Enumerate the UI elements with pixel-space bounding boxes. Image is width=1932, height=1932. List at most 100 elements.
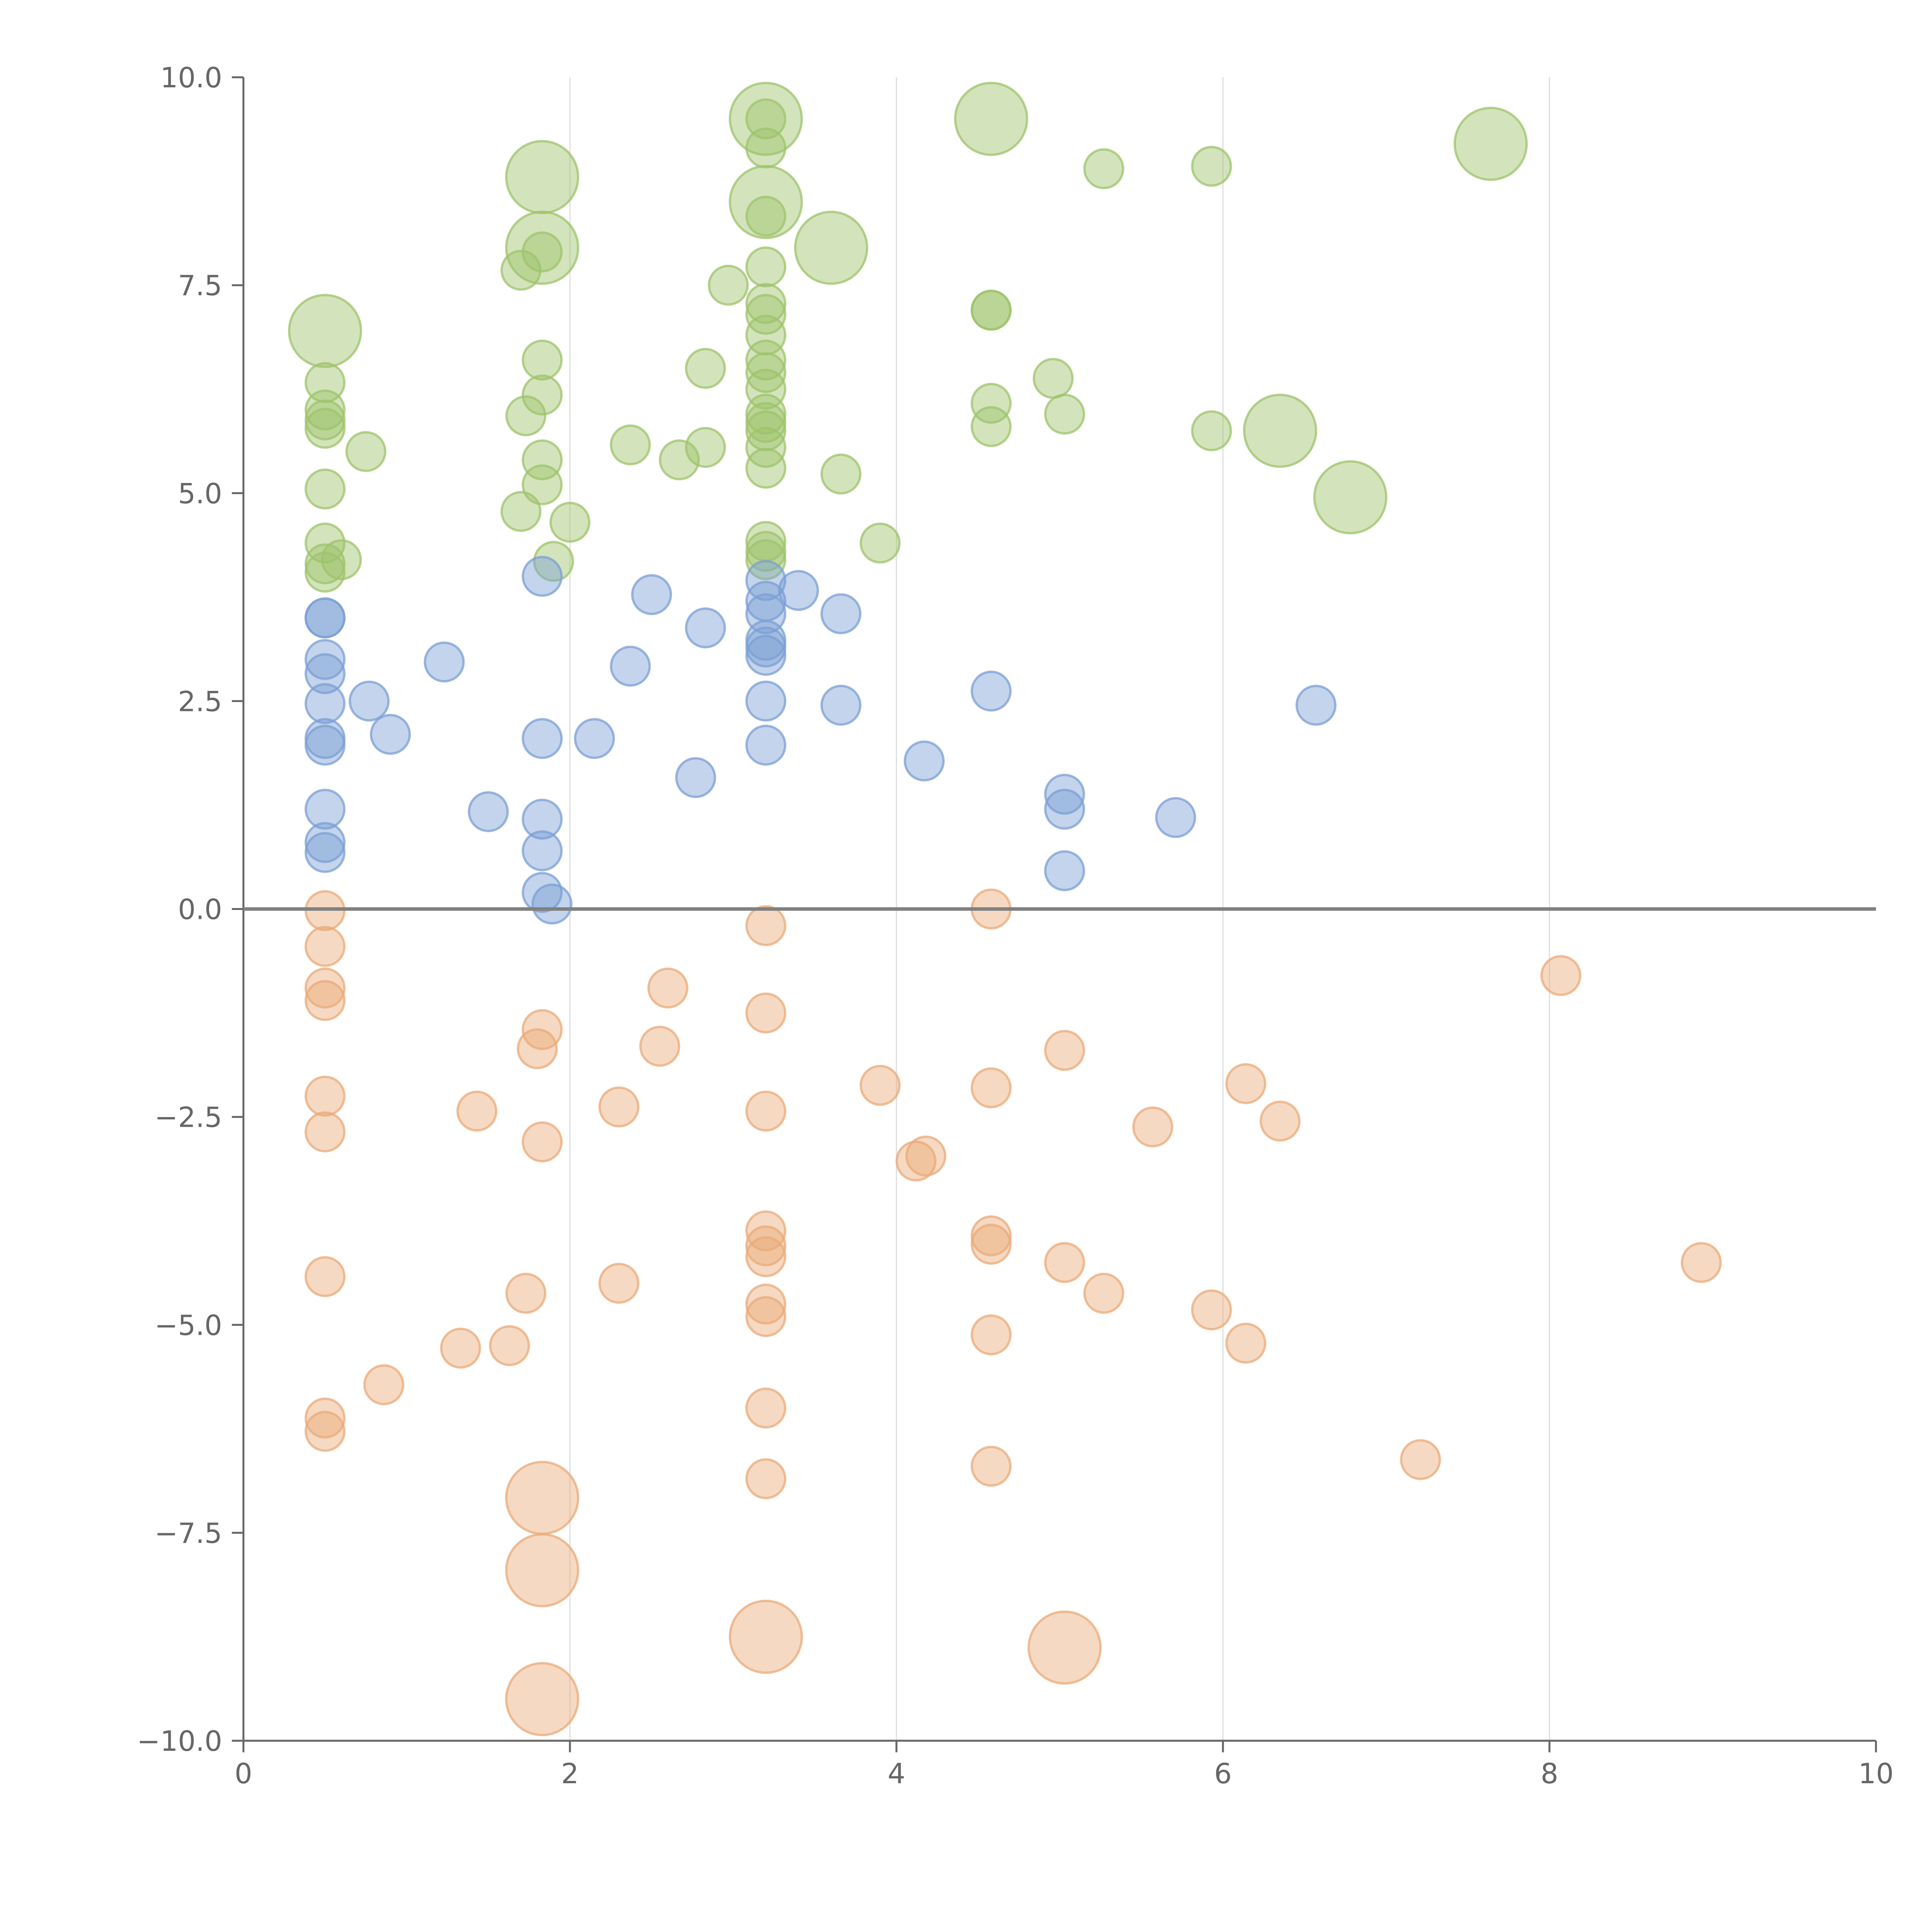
- bubble-green: [304, 408, 346, 449]
- bubble-green: [505, 211, 580, 285]
- x-tick-label: 0: [235, 1757, 252, 1790]
- bubble-green: [1453, 107, 1528, 181]
- bubble-orange: [745, 1090, 786, 1132]
- bubble-green: [1032, 358, 1074, 399]
- bubble-orange: [1044, 1030, 1085, 1071]
- bubble-blue: [574, 718, 615, 759]
- bubble-orange: [363, 1364, 405, 1405]
- bubble-blue: [522, 718, 563, 759]
- bubble-orange: [1083, 1272, 1124, 1314]
- bubble-orange: [971, 1446, 1012, 1487]
- series-blue: [304, 556, 1337, 925]
- bubble-blue: [1044, 850, 1085, 891]
- bubble-blue: [820, 685, 862, 726]
- bubble-orange: [1225, 1063, 1267, 1104]
- bubble-blue: [531, 883, 573, 925]
- y-tick-label: −5.0: [155, 1309, 222, 1342]
- bubble-orange: [971, 1314, 1012, 1355]
- bubble-blue: [468, 791, 509, 832]
- bubble-orange: [304, 1075, 346, 1117]
- bubble-green: [505, 140, 580, 214]
- bubble-blue: [971, 670, 1012, 712]
- axes: 0 2 4 6 8 10 10.0 7.5 5.0 2.5 0.0 −2.5 −5.0 −7.5 −10.0: [137, 61, 1893, 1790]
- y-tick-label: −2.5: [155, 1101, 222, 1134]
- bubble-green: [859, 522, 901, 564]
- bubble-orange: [1680, 1242, 1722, 1283]
- bubble-orange: [745, 1236, 786, 1277]
- bubble-green: [745, 539, 786, 580]
- bubble-orange: [745, 1458, 786, 1499]
- bubble-green: [522, 339, 563, 381]
- bubble-green: [954, 82, 1029, 156]
- bubble-blue: [522, 830, 563, 871]
- bubble-blue: [610, 645, 651, 687]
- y-tick-label: 0.0: [178, 893, 222, 926]
- bubble-blue: [522, 799, 563, 840]
- bubble-orange: [522, 1121, 563, 1163]
- bubble-green: [971, 289, 1012, 331]
- bubble-orange: [745, 905, 786, 946]
- bubble-green: [745, 246, 786, 287]
- bubble-orange: [745, 1225, 786, 1267]
- bubble-blue: [745, 634, 786, 676]
- bubble-blue: [631, 574, 672, 615]
- bubble-blue: [820, 593, 862, 634]
- bubble-orange: [505, 1272, 546, 1314]
- y-tick-label: −10.0: [137, 1725, 222, 1757]
- bubble-blue: [304, 639, 346, 680]
- bubble-orange: [304, 926, 346, 967]
- bubble-green: [505, 395, 546, 437]
- series-orange: [304, 888, 1722, 1736]
- bubble-green: [971, 383, 1012, 424]
- bubble-green: [707, 265, 749, 306]
- bubble-green: [745, 283, 786, 324]
- bubble-orange: [971, 1223, 1012, 1265]
- bubble-green: [685, 427, 726, 468]
- bubble-blue: [349, 680, 390, 722]
- bubble-green: [794, 211, 868, 285]
- x-tick-label: 10: [1858, 1757, 1894, 1790]
- bubble-orange: [304, 1256, 346, 1297]
- bubble-blue: [778, 570, 819, 611]
- bubble-orange: [1027, 1610, 1102, 1685]
- bubble-green: [971, 406, 1012, 447]
- bubble-blue: [745, 560, 786, 601]
- bubble-orange: [1259, 1100, 1301, 1142]
- bubble-blue: [304, 789, 346, 830]
- bubble-blue: [745, 724, 786, 766]
- bubble-green: [345, 431, 386, 472]
- bubble-green: [500, 250, 542, 291]
- bubble-orange: [304, 1397, 346, 1439]
- bubble-blue: [1295, 685, 1337, 726]
- bubble-orange: [505, 1533, 580, 1607]
- bubble-green: [522, 374, 563, 416]
- bubble-green: [500, 491, 542, 532]
- bubble-blue: [423, 641, 465, 683]
- bubble-green: [1313, 460, 1388, 535]
- bubble-green: [610, 424, 651, 466]
- bubble-blue: [304, 724, 346, 766]
- y-tick-label: 7.5: [178, 269, 222, 302]
- bubble-green: [1044, 393, 1085, 435]
- bubble-orange: [489, 1325, 530, 1366]
- bubble-blue: [370, 714, 411, 755]
- bubble-blue: [304, 683, 346, 724]
- bubble-orange: [304, 1411, 346, 1452]
- bubble-blue: [304, 653, 346, 694]
- bubble-orange: [1225, 1323, 1267, 1364]
- bubble-green: [820, 453, 862, 495]
- x-tick-label: 6: [1214, 1757, 1232, 1790]
- bubble-green: [1191, 146, 1232, 187]
- bubble-blue: [522, 556, 563, 597]
- bubble-orange: [895, 1140, 937, 1182]
- bubble-blue: [903, 740, 945, 782]
- bubble-green: [729, 82, 803, 156]
- bubble-blue: [1044, 774, 1085, 815]
- bubble-green: [745, 127, 786, 168]
- bubble-green: [745, 339, 786, 381]
- bubble-orange: [505, 1662, 580, 1736]
- bubble-orange: [456, 1090, 498, 1132]
- bubble-orange: [304, 980, 346, 1021]
- bubble-orange: [505, 1461, 580, 1535]
